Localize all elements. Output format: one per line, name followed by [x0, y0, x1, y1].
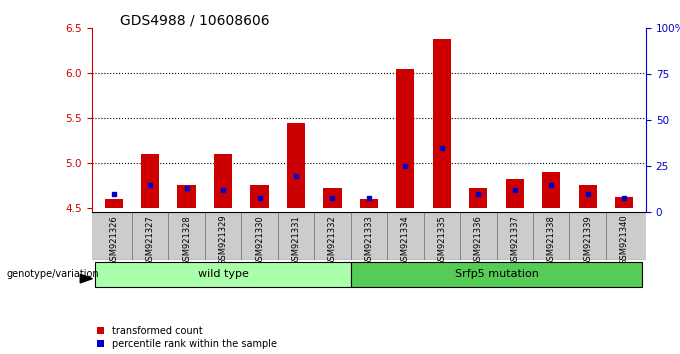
Polygon shape — [80, 274, 92, 283]
Bar — [432, 39, 451, 208]
Bar — [579, 185, 597, 208]
Text: Srfp5 mutation: Srfp5 mutation — [454, 269, 539, 279]
Bar — [615, 197, 633, 208]
Bar — [177, 185, 196, 208]
Bar — [141, 154, 159, 208]
Bar — [469, 188, 488, 208]
Text: genotype/variation: genotype/variation — [7, 269, 99, 279]
Text: GSM921339: GSM921339 — [583, 215, 592, 266]
Text: GSM921328: GSM921328 — [182, 215, 191, 266]
Text: GSM921332: GSM921332 — [328, 215, 337, 266]
Bar — [250, 185, 269, 208]
Text: GSM921326: GSM921326 — [109, 215, 118, 266]
Bar — [323, 188, 341, 208]
Text: GSM921338: GSM921338 — [547, 215, 556, 266]
Text: GSM921330: GSM921330 — [255, 215, 264, 266]
Text: wild type: wild type — [198, 269, 248, 279]
Bar — [396, 69, 415, 208]
Text: GSM921336: GSM921336 — [474, 215, 483, 266]
Text: GSM921327: GSM921327 — [146, 215, 154, 266]
Bar — [351, 262, 643, 287]
Bar — [506, 179, 524, 208]
Text: GSM921340: GSM921340 — [619, 215, 628, 266]
Bar — [360, 199, 378, 208]
Bar — [287, 122, 305, 208]
Text: GDS4988 / 10608606: GDS4988 / 10608606 — [120, 13, 269, 27]
Text: GSM921331: GSM921331 — [292, 215, 301, 266]
Bar — [105, 199, 123, 208]
Text: GSM921335: GSM921335 — [437, 215, 446, 266]
Text: GSM921334: GSM921334 — [401, 215, 410, 266]
Bar — [214, 154, 232, 208]
Bar — [95, 262, 351, 287]
Bar — [542, 172, 560, 208]
Text: GSM921337: GSM921337 — [510, 215, 520, 266]
Legend: transformed count, percentile rank within the sample: transformed count, percentile rank withi… — [97, 326, 277, 349]
Text: GSM921333: GSM921333 — [364, 215, 373, 266]
Text: GSM921329: GSM921329 — [218, 215, 228, 266]
